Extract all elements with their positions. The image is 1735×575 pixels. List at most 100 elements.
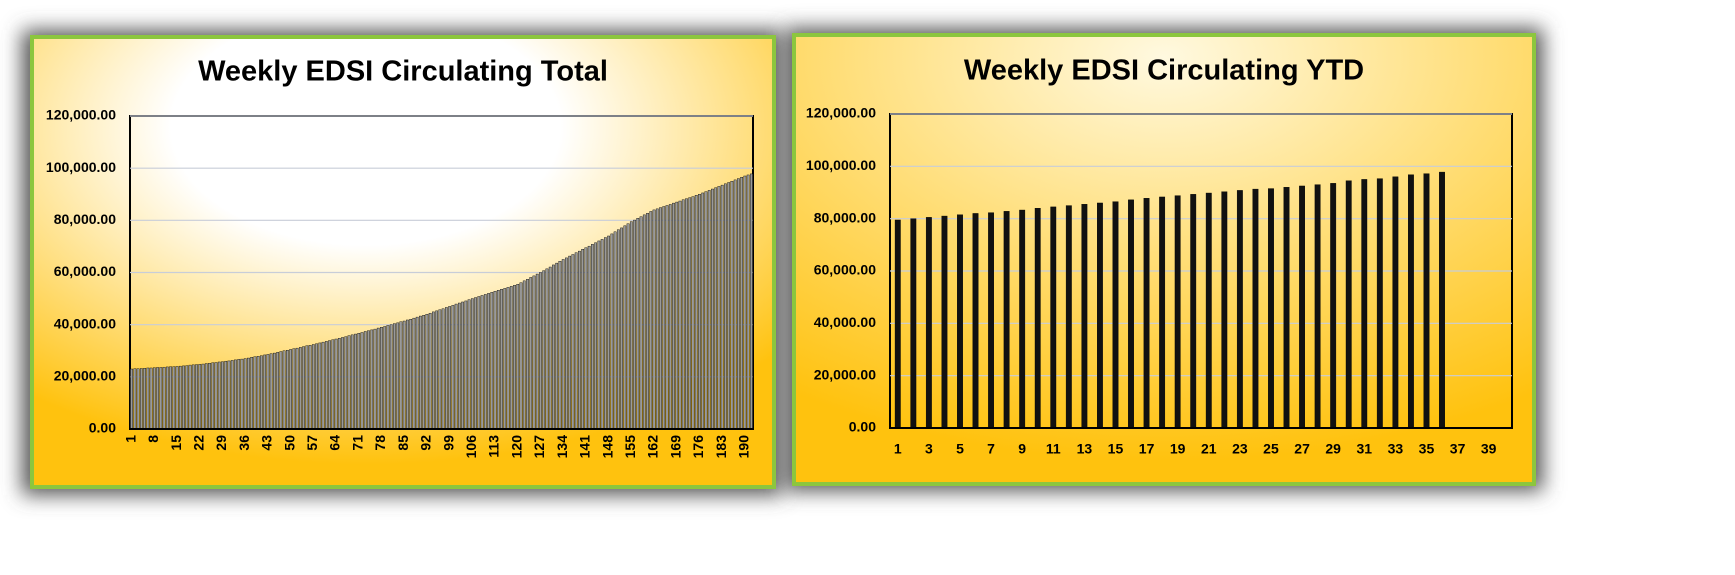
bar [675, 201, 679, 430]
x-tick-label: 85 [395, 435, 411, 451]
bar [1190, 194, 1197, 429]
bar [490, 292, 494, 430]
bar [467, 299, 471, 430]
bar [555, 262, 559, 430]
y-tick-label: 60,000.00 [814, 262, 876, 278]
bar [565, 257, 568, 430]
bar [925, 217, 932, 429]
bar [419, 315, 422, 430]
bar [169, 366, 172, 430]
bar [409, 318, 413, 430]
x-tick-label: 134 [554, 435, 570, 459]
bar [613, 231, 617, 430]
bar [159, 367, 163, 430]
bar [136, 368, 140, 430]
x-tick-label: 113 [486, 435, 502, 458]
bar [532, 275, 536, 430]
bar [250, 357, 254, 430]
x-tick-label: 36 [236, 435, 252, 451]
bar [1034, 207, 1041, 429]
bar [1065, 205, 1072, 429]
bar [737, 178, 740, 430]
bar [694, 195, 698, 430]
bar [626, 223, 630, 430]
bar [649, 211, 653, 430]
bar [376, 327, 380, 430]
bar [198, 364, 202, 430]
bar [552, 264, 555, 430]
bar [130, 368, 133, 430]
bar [711, 188, 714, 430]
bar [539, 272, 542, 430]
bar [1221, 191, 1228, 429]
bar [603, 237, 607, 430]
bar [1143, 198, 1150, 429]
bar [746, 174, 750, 430]
bar [1361, 179, 1368, 429]
bar [610, 233, 614, 430]
x-tick-label: 9 [1018, 441, 1026, 457]
bar [367, 330, 370, 430]
bar [1236, 190, 1243, 429]
bar [165, 366, 169, 430]
bar [727, 182, 731, 430]
bar [493, 291, 497, 430]
x-tick-label: 31 [1356, 441, 1372, 457]
bar [600, 239, 604, 430]
bar [519, 282, 523, 430]
bar [457, 302, 461, 430]
bar [542, 270, 546, 430]
bar [659, 207, 662, 430]
bar [1376, 178, 1383, 429]
bar [1439, 171, 1445, 429]
bar [302, 346, 305, 430]
bar [354, 333, 357, 430]
bar [451, 305, 455, 430]
x-tick-label: 35 [1419, 441, 1435, 457]
bar [396, 322, 400, 430]
x-tick-label: 106 [463, 435, 479, 459]
chart-title: Weekly EDSI Circulating Total [198, 56, 608, 88]
bar [240, 358, 244, 430]
bar [195, 364, 198, 430]
bar [629, 221, 633, 430]
bar [988, 212, 994, 429]
bar [402, 320, 406, 430]
bar [334, 338, 338, 430]
x-tick-label: 57 [304, 435, 320, 451]
x-tick-label: 127 [531, 435, 547, 459]
bar [253, 356, 257, 430]
bar [399, 321, 403, 430]
x-tick-label: 33 [1388, 441, 1404, 457]
bar [389, 324, 393, 430]
bar [256, 356, 260, 430]
x-tick-label: 17 [1139, 441, 1155, 457]
bar [972, 213, 979, 429]
x-tick-label: 22 [190, 435, 206, 451]
bar [616, 229, 620, 430]
bar [172, 366, 176, 430]
bar [289, 349, 292, 430]
y-tick-label: 0.00 [89, 420, 116, 436]
bar [441, 308, 445, 430]
y-tick-label: 0.00 [849, 419, 876, 435]
bar [594, 242, 597, 430]
bar [425, 314, 429, 430]
bar [214, 362, 218, 430]
bar [357, 333, 361, 430]
bar [581, 249, 585, 430]
bar [597, 240, 601, 430]
y-tick-label: 100,000.00 [46, 159, 116, 175]
bar [350, 334, 354, 430]
bar [678, 200, 682, 430]
bar [1128, 199, 1134, 429]
bar [432, 311, 435, 430]
bar [578, 250, 581, 430]
bar [360, 332, 364, 430]
bar [591, 244, 594, 430]
bar [1112, 201, 1119, 429]
bar [623, 225, 627, 430]
bar [535, 273, 539, 430]
bar [201, 363, 205, 430]
x-tick-label: 13 [1077, 441, 1093, 457]
